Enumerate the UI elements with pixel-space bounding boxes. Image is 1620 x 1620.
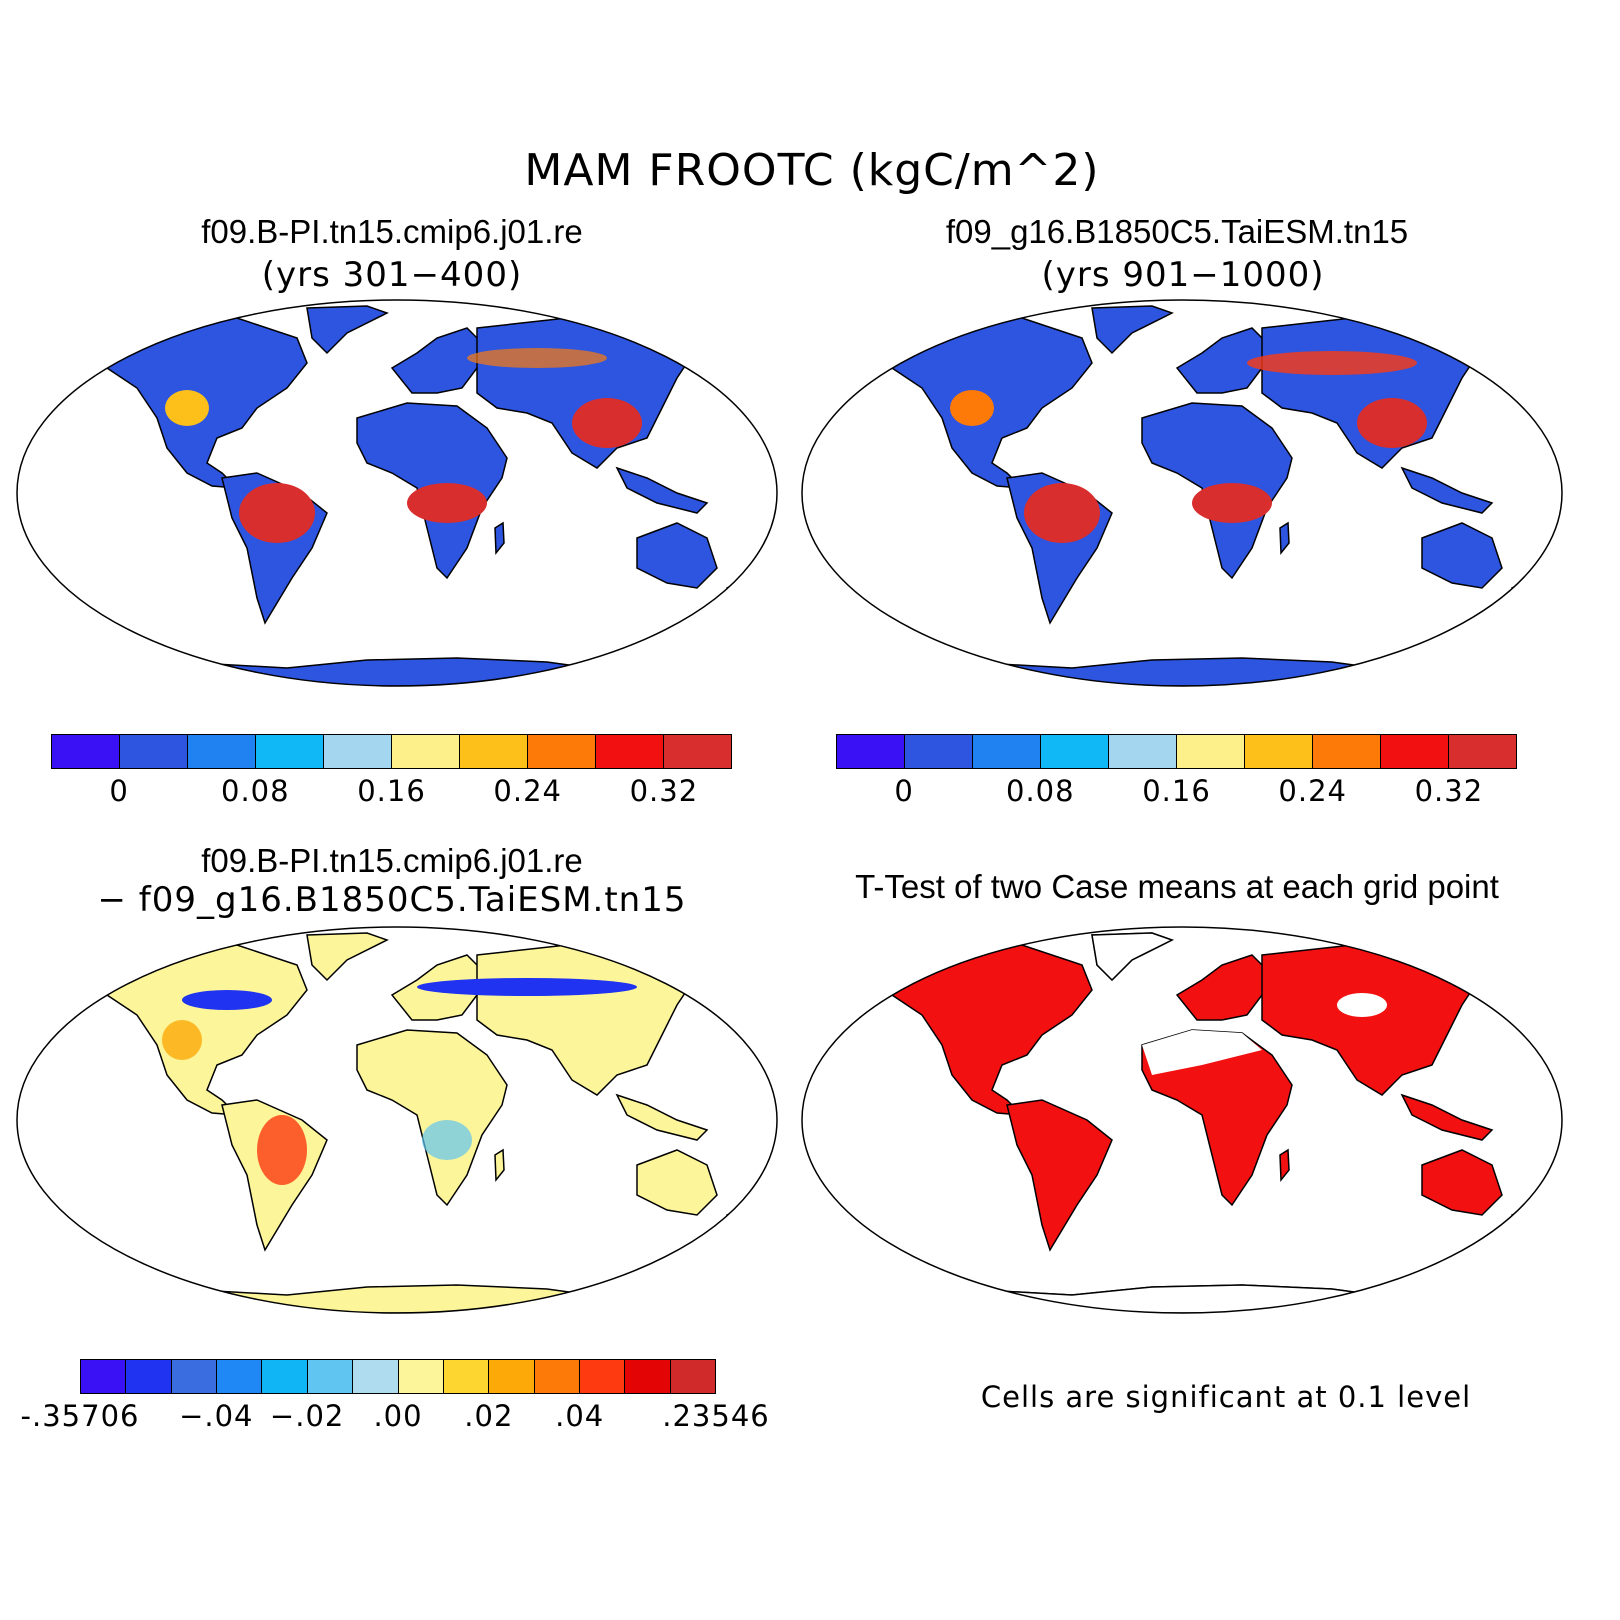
colorbar-box: [1313, 735, 1381, 768]
colorbar-tick-label: 0.16: [1142, 774, 1211, 808]
map-border: [16, 299, 778, 687]
colorbar-tick-label: .04: [555, 1399, 605, 1433]
greenland-not-significant: [1091, 932, 1174, 982]
panel2-title: f09_g16.B1850C5.TaiESM.tn15: [945, 213, 1409, 250]
colorbar-box: [1381, 735, 1449, 768]
colorbar-box: [126, 1360, 172, 1393]
colorbar-box: [52, 735, 120, 768]
panel2-map: [801, 299, 1563, 687]
east-asia-region: [1357, 398, 1427, 448]
panel1-title: f09.B-PI.tn15.cmip6.j01.re: [201, 213, 583, 250]
boreal-band: [467, 348, 607, 368]
colorbar-tick-label: 0: [894, 774, 914, 808]
colorbar-tick-label: .02: [464, 1399, 514, 1433]
sahara-not-significant: [1142, 1030, 1262, 1075]
colorbar-box: [120, 735, 188, 768]
colorbar-box: [443, 1360, 490, 1393]
amazon-region: [1024, 483, 1100, 543]
panel3-title: f09.B-PI.tn15.cmip6.j01.re: [201, 842, 583, 879]
colorbar-box: [534, 1360, 580, 1393]
colorbar-box: [579, 1360, 626, 1393]
colorbar-tick-label: 0.32: [629, 774, 699, 808]
colorbar-box: [905, 735, 973, 768]
congo-region: [1192, 483, 1272, 523]
congo-region: [407, 483, 487, 523]
colorbar-box: [1177, 735, 1245, 768]
colorbar-box: [353, 1360, 399, 1393]
colorbar-box: [670, 1360, 716, 1393]
colorbar-box: [217, 1360, 263, 1393]
colorbar-tick-label: 0.24: [493, 774, 562, 808]
panel2-subtitle: (yrs 901−1000): [1041, 255, 1325, 295]
colorbar-box: [398, 1360, 444, 1393]
colorbar-tick-label: 0.24: [1278, 774, 1347, 808]
colorbar-box: [1109, 735, 1177, 768]
colorbar-box: [625, 1360, 671, 1393]
colorbar-box: [324, 735, 392, 768]
colorbar-box: [460, 735, 528, 768]
colorbar-box: [596, 735, 664, 768]
map-border: [801, 926, 1563, 1314]
canada-negative-band: [182, 990, 272, 1010]
south-america-positive: [257, 1115, 307, 1185]
colorbar-box: [392, 735, 460, 768]
colorbar-box: [973, 735, 1041, 768]
panel1-map: [16, 299, 778, 687]
north-america-band: [165, 390, 209, 426]
colorbar-box: [81, 1360, 127, 1393]
panel3-colorbar: [80, 1359, 716, 1394]
colorbar-tick-label: 0.08: [1006, 774, 1075, 808]
panel3-subtitle: − f09_g16.B1850C5.TaiESM.tn15: [97, 880, 687, 920]
colorbar-box: [528, 735, 596, 768]
colorbar-tick-label: −.04: [179, 1399, 254, 1433]
map-border: [16, 926, 778, 1314]
panel4-map: [801, 926, 1563, 1314]
amazon-region: [239, 483, 315, 543]
ttest-note: Cells are significant at 0.1 level: [980, 1380, 1472, 1414]
colorbar-box: [1041, 735, 1109, 768]
colorbar-box: [171, 1360, 218, 1393]
colorbar-tick-label: 0: [109, 774, 129, 808]
panel3-map: [16, 926, 778, 1314]
colorbar-box: [262, 1360, 308, 1393]
colorbar-tick-label: -.35706: [20, 1399, 140, 1433]
north-america-positive: [162, 1020, 202, 1060]
colorbar-box: [1449, 735, 1516, 768]
colorbar-box: [188, 735, 256, 768]
colorbar-box: [256, 735, 324, 768]
north-america-band: [950, 390, 994, 426]
africa-negative: [422, 1120, 472, 1160]
colorbar-box: [1245, 735, 1313, 768]
colorbar-tick-label: .00: [373, 1399, 423, 1433]
colorbar-box: [307, 1360, 354, 1393]
panel1-subtitle: (yrs 301−400): [261, 255, 523, 295]
asia-not-significant-patch: [1337, 993, 1387, 1017]
colorbar-tick-label: 0.32: [1414, 774, 1484, 808]
figure-title: MAM FROOTC (kgC/m^2): [524, 145, 1100, 196]
map-border: [801, 299, 1563, 687]
antarctica-not-significant: [891, 1284, 1473, 1313]
boreal-band: [1247, 351, 1417, 375]
colorbar-box: [664, 735, 731, 768]
land-mass-significant: [886, 932, 1538, 1313]
colorbar-box: [837, 735, 905, 768]
colorbar-tick-label: .23546: [662, 1399, 770, 1433]
boreal-negative-band: [417, 978, 637, 996]
colorbar-box: [489, 1360, 535, 1393]
panel4-title: T-Test of two Case means at each grid po…: [855, 868, 1499, 905]
panel1-colorbar: [51, 734, 732, 769]
colorbar-tick-label: 0.08: [221, 774, 290, 808]
panel2-colorbar: [836, 734, 1517, 769]
colorbar-tick-label: −.02: [269, 1399, 345, 1433]
colorbar-tick-label: 0.16: [357, 774, 426, 808]
east-asia-region: [572, 398, 642, 448]
